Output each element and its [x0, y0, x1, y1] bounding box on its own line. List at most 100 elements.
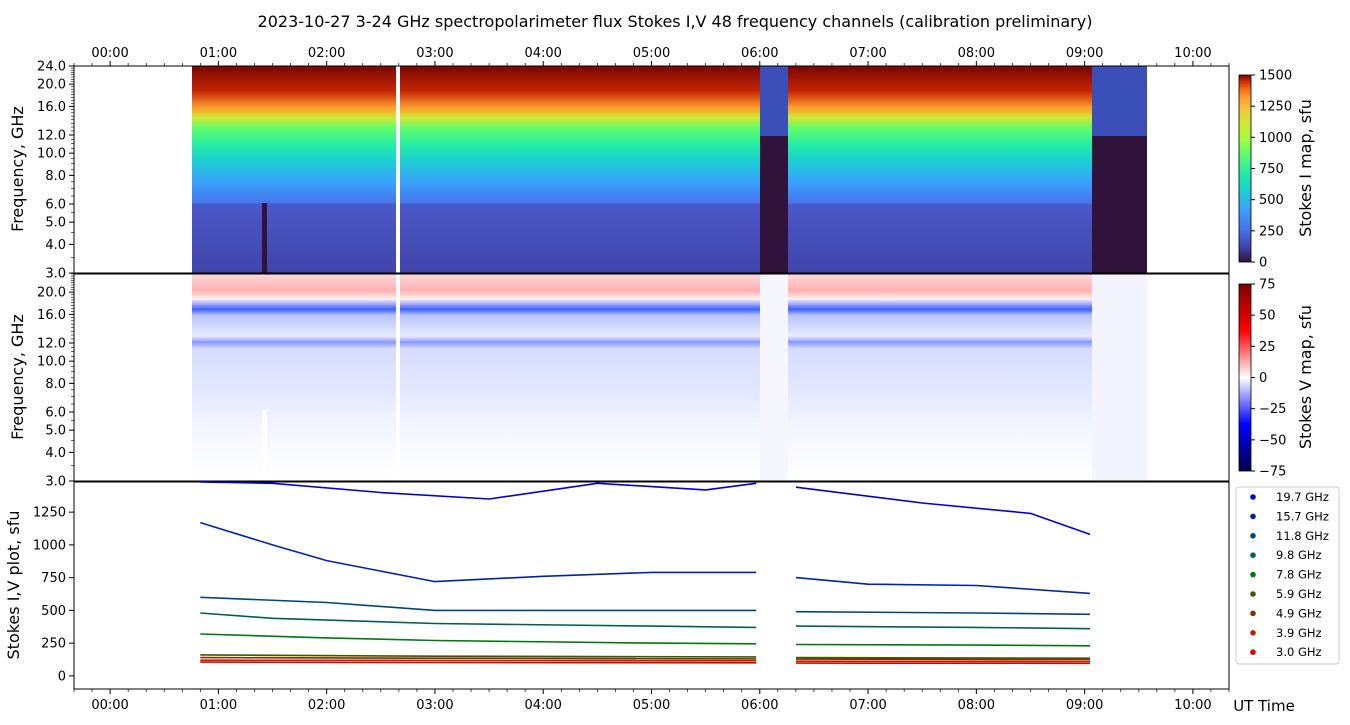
stokes-v-ytick-label-6: 12.0: [37, 337, 66, 352]
bottom-xtick-label-2: 02:00: [308, 698, 345, 713]
legend-label-1: 15.7 GHz: [1276, 509, 1329, 523]
legend-label-6: 4.9 GHz: [1276, 606, 1322, 620]
stokes-v-colorbar-tick-label-2: −25: [1259, 402, 1286, 417]
stokes-i-colorbar-tick-label-2: 500: [1259, 193, 1284, 208]
stokes-v-spectrogram: [192, 274, 1147, 481]
stokes-i-colorbar: [1238, 74, 1252, 263]
stokes-i-ytick-label-9: 24.0: [37, 60, 66, 75]
series-line-4-9-GHz-seg0: [200, 656, 757, 660]
stokes-v-ytick-label-2: 5.0: [45, 424, 66, 439]
stokes-v-ytick-label-1: 4.0: [45, 446, 66, 461]
stokes-i-gap-0238: [396, 66, 400, 273]
top-xtick-label-9: 09:00: [1066, 46, 1103, 61]
stokes-i-colorbar-tick-label-1: 250: [1259, 224, 1284, 239]
legend-label-7: 3.9 GHz: [1276, 626, 1322, 640]
iv-ytick-label-1: 250: [41, 637, 66, 652]
series-line-11-8-GHz-seg1: [795, 610, 1091, 616]
stokes-i-ytick-label-6: 12.0: [37, 129, 66, 144]
stokes-i-ylabel: Frequency, GHz: [8, 106, 27, 232]
stokes-i-ytick-label-5: 10.0: [37, 147, 66, 162]
stokes-i-dip-0125: [262, 203, 267, 273]
top-xtick-label-10: 10:00: [1174, 46, 1211, 61]
stokes-i-ytick-label-2: 5.0: [45, 216, 66, 231]
stokes-v-ylabel: Frequency, GHz: [8, 314, 27, 440]
series-line-3-0-GHz-seg0: [200, 661, 757, 664]
legend-marker-5: [1250, 591, 1256, 597]
stokes-i-colorbar-tick-label-5: 1250: [1259, 100, 1292, 115]
stokes-i-spectrogram: [192, 66, 1147, 273]
stokes-i-map-panel: [73, 65, 1230, 274]
legend-box: [1235, 486, 1340, 665]
legend-label-3: 9.8 GHz: [1276, 548, 1322, 562]
stokes-v-ytick-label-7: 16.0: [37, 308, 66, 323]
stokes-v-ytick-label-4: 8.0: [45, 377, 66, 392]
top-xtick-label-3: 03:00: [416, 46, 453, 61]
top-xtick-label-6: 06:00: [741, 46, 778, 61]
bottom-xtick-label-1: 01:00: [200, 698, 237, 713]
bottom-xtick-label-0: 00:00: [91, 698, 128, 713]
stokes-v-gap-0238: [396, 274, 400, 481]
top-xtick-label-8: 08:00: [958, 46, 995, 61]
stokes-v-map-panel: [73, 273, 1230, 482]
legend-marker-0: [1250, 494, 1256, 500]
legend-label-8: 3.0 GHz: [1276, 645, 1322, 659]
stokes-i-colorbar-tick-label-0: 0: [1259, 256, 1267, 271]
bottom-xtick-label-6: 06:00: [741, 698, 778, 713]
stokes-v-dip-0125: [262, 410, 267, 480]
legend-layer: 19.7 GHz 15.7 GHz 11.8 GHz 9.8 GHz 7.8 GHz 5.…: [1250, 490, 1329, 659]
legend-label-0: 19.7 GHz: [1276, 490, 1329, 504]
top-xtick-label-2: 02:00: [308, 46, 345, 61]
stokes-i-ytick-label-3: 6.0: [45, 198, 66, 213]
top-xtick-label-0: 00:00: [91, 46, 128, 61]
stokes-v-colorbar-tick-label-4: 25: [1259, 340, 1276, 355]
stokes-v-colorbar-tick-label-0: −75: [1259, 465, 1286, 480]
series-line-7-8-GHz-seg0: [200, 633, 757, 645]
legend-marker-4: [1250, 571, 1256, 578]
legend-label-2: 11.8 GHz: [1276, 529, 1329, 543]
stokes-iv-plot-panel: [73, 481, 1230, 690]
stokes-v-gap-0600: [760, 274, 788, 481]
stokes-i-colorbar-tick-label-3: 750: [1259, 162, 1284, 177]
stokes-v-colorbar-label: Stokes V map, sfu: [1296, 305, 1315, 449]
series-line-9-8-GHz-seg1: [795, 625, 1091, 630]
stokes-i-ytick-label-0: 3.0: [45, 267, 66, 282]
series-line-15-7-GHz-seg0: [200, 521, 757, 583]
stokes-v-ytick-label-0: 3.0: [45, 475, 66, 490]
series-layer: [200, 481, 1091, 665]
iv-ylabel: Stokes I,V plot, sfu: [4, 511, 23, 660]
top-xtick-label-1: 01:00: [200, 46, 237, 61]
iv-ytick-label-5: 1250: [33, 506, 66, 521]
legend-label-4: 7.8 GHz: [1276, 568, 1322, 582]
bottom-xtick-label-7: 07:00: [849, 698, 886, 713]
series-line-15-7-GHz-seg1: [795, 576, 1091, 595]
figure-title: 2023-10-27 3-24 GHz spectropolarimeter f…: [258, 12, 1093, 31]
series-line-3-9-GHz-seg0: [200, 659, 757, 662]
stokes-v-colorbar-tick-label-6: 75: [1259, 278, 1276, 293]
legend-marker-6: [1250, 610, 1256, 617]
stokes-v-ytick-label-5: 10.0: [37, 355, 66, 370]
series-line-11-8-GHz-seg0: [200, 596, 757, 612]
bottom-xtick-label-9: 09:00: [1066, 698, 1103, 713]
stokes-i-gap-0904-top: [1092, 66, 1147, 136]
axes-layer: 00:00 00:00 01:00 01:00 02:00 02:00 03:00 03:00…: [4, 46, 1315, 713]
stokes-i-ytick-label-4: 8.0: [45, 169, 66, 184]
stokes-i-colorbar-tick-label-4: 1000: [1259, 131, 1292, 146]
stokes-i-colorbar-label: Stokes I map, sfu: [1296, 99, 1315, 237]
top-xtick-label-5: 05:00: [633, 46, 670, 61]
iv-ytick-label-4: 1000: [33, 538, 66, 553]
series-line-5-9-GHz-seg1: [795, 656, 1091, 660]
legend-marker-7: [1250, 630, 1256, 636]
xaxis-label: UT Time: [1233, 697, 1295, 715]
stokes-v-colorbar-tick-label-1: −50: [1259, 433, 1286, 448]
series-line-19-7-GHz-seg0: [200, 481, 757, 500]
bottom-xtick-label-8: 08:00: [958, 698, 995, 713]
bottom-xtick-label-10: 10:00: [1174, 698, 1211, 713]
stokes-v-colorbar-tick-label-5: 50: [1259, 309, 1276, 324]
stokes-i-ytick-label-7: 16.0: [37, 100, 66, 115]
top-xtick-label-7: 07:00: [849, 46, 886, 61]
stokes-v-colorbar-tick-label-3: 0: [1259, 371, 1267, 386]
stokes-i-colorbar-tick-label-6: 1500: [1259, 69, 1292, 84]
stokes-i-gap-0600-top: [760, 66, 788, 136]
legend-label-5: 5.9 GHz: [1276, 587, 1322, 601]
